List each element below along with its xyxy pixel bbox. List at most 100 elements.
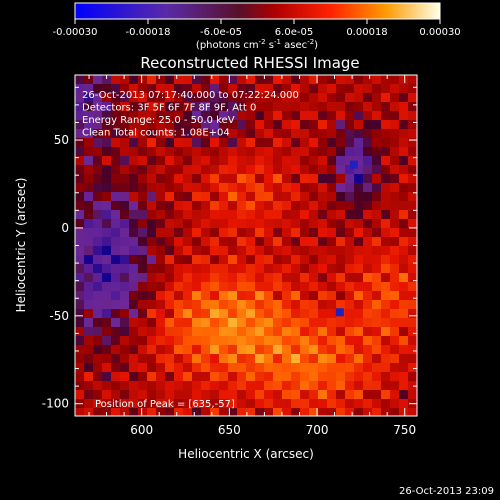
heatmap-cell [237,138,247,148]
heatmap-cell [264,147,274,157]
heatmap-cell [273,408,283,416]
heatmap-cell [237,84,247,94]
heatmap-cell [174,129,184,139]
heatmap-cell [111,336,121,346]
heatmap-cell [255,84,265,94]
heatmap-cell [246,120,256,130]
heatmap-cell [273,354,283,364]
heatmap-cell [318,228,328,238]
heatmap-cell [363,174,373,184]
heatmap-cell [165,318,175,328]
heatmap-cell [84,363,94,373]
heatmap-cell [129,228,139,238]
heatmap-cell [354,300,364,310]
heatmap-cell [381,273,391,283]
heatmap-cell [210,273,220,283]
heatmap-cell [264,165,274,175]
heatmap-cell [273,192,283,202]
heatmap-cell [354,372,364,382]
heatmap-cell [84,246,94,256]
heatmap-cell [363,363,373,373]
heatmap-cell [246,273,256,283]
heatmap-cell [165,390,175,400]
heatmap-cell [309,327,319,337]
heatmap-cell [228,219,238,229]
heatmap-cell [156,147,166,157]
heatmap-cell [192,318,202,328]
heatmap-cell [246,345,256,355]
heatmap-cell [156,327,166,337]
heatmap-cell [237,183,247,193]
heatmap-cell [399,93,409,103]
heatmap-cell [381,228,391,238]
heatmap-cell [291,336,301,346]
heatmap-cell [345,246,355,256]
heatmap-cell [335,308,344,317]
heatmap-cell [336,111,346,121]
heatmap-cell [102,273,112,283]
heatmap-cell [273,327,283,337]
heatmap-cell [300,318,310,328]
heatmap-cell [138,354,148,364]
heatmap-cell [273,156,283,166]
heatmap-cell [102,345,112,355]
heatmap-cell [309,381,319,391]
heatmap-cell [237,345,247,355]
heatmap-cell [354,147,364,157]
heatmap-cell [201,102,211,112]
heatmap-cell [210,309,220,319]
heatmap-cell [349,160,358,169]
heatmap-cell [354,291,364,301]
heatmap-cell [291,372,301,382]
heatmap-cell [282,390,292,400]
heatmap-cell [219,210,229,220]
heatmap-cell [165,192,175,202]
heatmap-cell [363,156,373,166]
heatmap-cell [102,201,112,211]
heatmap-cell [300,147,310,157]
heatmap-cell [201,381,211,391]
heatmap-cell [300,174,310,184]
heatmap-cell [129,192,139,202]
heatmap-cell [120,300,130,310]
heatmap-cell [372,354,382,364]
heatmap-cell [102,282,112,292]
heatmap-cell [192,201,202,211]
heatmap-cell [246,210,256,220]
heatmap-cell [345,255,355,265]
heatmap-cell [282,183,292,193]
heatmap-cell [237,255,247,265]
heatmap-cell [75,282,85,292]
heatmap-cell [408,165,417,175]
heatmap-cell [102,381,112,391]
heatmap-cell [84,390,94,400]
heatmap-cell [255,408,265,416]
heatmap-cell [264,120,274,130]
heatmap-cell [111,309,121,319]
heatmap-cell [228,300,238,310]
heatmap-cell [363,408,373,416]
heatmap-cell [372,399,382,409]
heatmap-cell [183,363,193,373]
heatmap-cell [381,147,391,157]
heatmap-cell [363,129,373,139]
heatmap-cell [237,264,247,274]
heatmap-cell [309,102,319,112]
heatmap-cell [273,138,283,148]
heatmap-cell [138,174,148,184]
heatmap-cell [192,255,202,265]
heatmap-cell [363,93,373,103]
heatmap-cell [120,165,130,175]
x-tick-label: 650 [218,423,241,437]
heatmap-cell [192,246,202,256]
heatmap-cell [354,75,364,85]
heatmap-cell [165,399,175,409]
heatmap-cell [93,390,103,400]
heatmap-cell [228,255,238,265]
heatmap-cell [129,363,139,373]
heatmap-cell [174,165,184,175]
heatmap-cell [291,237,301,247]
heatmap-cell [408,345,417,355]
heatmap-cell [399,300,409,310]
heatmap-cell [237,399,247,409]
